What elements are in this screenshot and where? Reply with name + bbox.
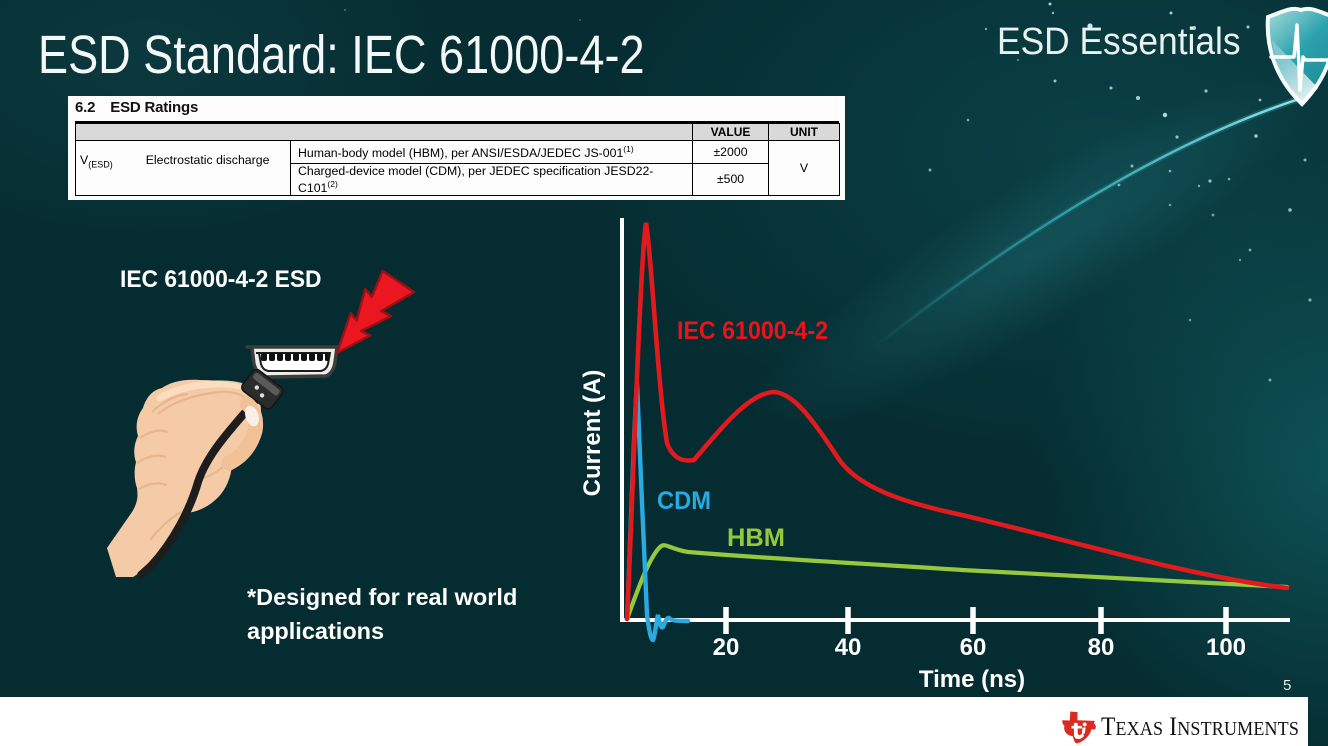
svg-text:Time (ns): Time (ns) xyxy=(919,666,1025,693)
svg-text:40: 40 xyxy=(835,634,862,661)
svg-text:IEC 61000-4-2: IEC 61000-4-2 xyxy=(677,317,828,345)
svg-text:100: 100 xyxy=(1206,634,1246,661)
svg-text:Current (A): Current (A) xyxy=(579,370,606,497)
svg-text:20: 20 xyxy=(713,634,740,661)
svg-text:60: 60 xyxy=(960,634,987,661)
svg-text:HBM: HBM xyxy=(727,524,785,552)
svg-text:80: 80 xyxy=(1088,634,1115,661)
svg-text:CDM: CDM xyxy=(657,487,711,515)
